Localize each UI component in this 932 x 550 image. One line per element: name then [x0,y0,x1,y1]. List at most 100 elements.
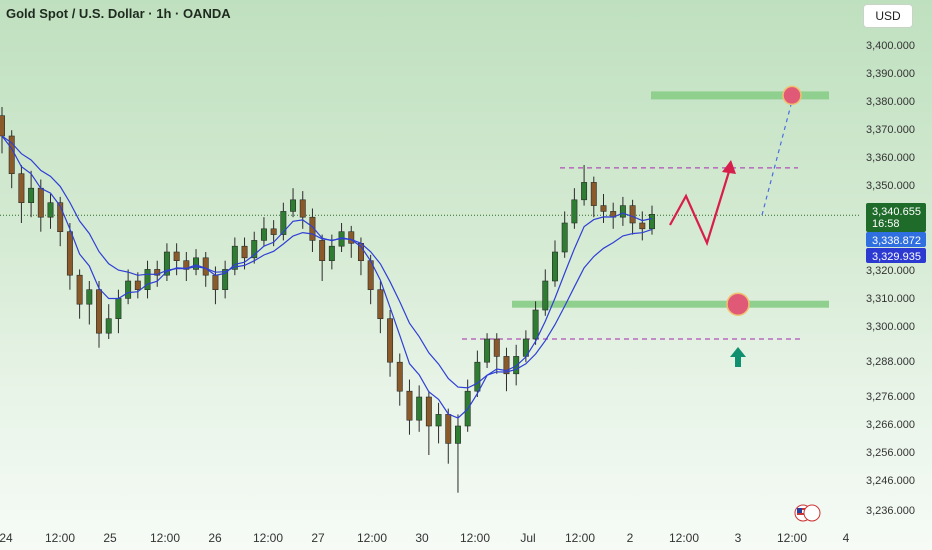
candle-body [37,187,44,218]
candle [309,208,316,252]
candle [299,191,306,229]
candle-body [474,361,481,392]
candle-body [251,240,258,259]
candle-body [425,396,432,427]
candle-body [387,318,394,363]
candle [18,165,25,223]
y-axis-tick-label: 3,266.000 [866,419,915,431]
target-zone [651,91,829,100]
candle [125,269,132,305]
candle-body [280,211,287,235]
candle-body [154,269,161,276]
support-circle [726,292,750,316]
x-axis-tick-label: 12:00 [460,531,490,545]
projection-dashed-line [761,96,794,216]
candle [387,310,394,377]
ma-fast-tag-bg [866,232,926,247]
candle [0,107,5,154]
candle-body [532,309,539,340]
candle [377,281,384,334]
x-axis-tick-label: Jul [520,531,535,545]
candle [396,353,403,406]
candle-body [105,318,112,334]
candle-body [639,222,646,230]
support-zone [512,300,829,308]
y-axis-tick-label: 3,310.000 [866,293,915,305]
target-circle [782,85,802,106]
candle [134,272,141,299]
candle-body [202,257,209,276]
last-price-tag-text: 3,340.655 [872,206,921,218]
candle-body [581,182,588,201]
candle [367,254,374,305]
candle [260,217,267,247]
candle [66,223,73,290]
candle [28,170,35,218]
candle [231,237,238,276]
chart-title: Gold Spot / U.S. Dollar · 1h · OANDA [6,6,231,21]
projected-path [669,164,733,247]
last-price-tag-text: 16:58 [872,218,900,230]
candle-body [8,135,15,175]
y-axis-tick-label: 3,320.000 [866,265,915,277]
candle [105,304,112,339]
candle [319,234,326,281]
candle-body [66,231,73,276]
candle [513,344,520,386]
candle-body [416,396,423,421]
ma-slow-tag: 3,329.935 [866,248,926,263]
y-axis-tick-label: 3,288.000 [866,356,915,368]
candle [552,240,558,287]
candle [202,252,209,287]
candle-body [348,231,355,244]
candle-body [193,257,199,270]
candle-body [76,274,83,305]
candle [435,402,442,444]
ma-fast-tag-text: 3,338.872 [872,235,921,247]
candle [115,289,122,334]
candle [629,199,636,235]
candle-body [183,260,190,270]
candle [590,176,597,218]
up-arrow-icon [730,347,746,367]
us-flag-icon-stripe [797,513,809,515]
candle [600,194,607,223]
candle [280,202,287,241]
candle [251,231,258,264]
candle [484,333,491,368]
candle-body [328,245,335,261]
candle-body [649,214,655,230]
candle [542,269,549,316]
candle-body [396,361,403,392]
candle-body [309,216,316,241]
x-axis-tick-label: 27 [311,531,325,545]
candle [241,237,248,270]
x-axis-tick-label: 3 [735,531,742,545]
candle-body [552,251,558,282]
currency-button[interactable]: USD [863,4,913,28]
candle-body [590,182,597,206]
candle-body [222,269,229,290]
x-axis-tick-label: 4 [843,531,850,545]
candle [416,385,423,432]
candle [8,130,15,189]
x-axis-tick-label: 26 [208,531,222,545]
candle-body [445,414,452,444]
candle-body [18,173,25,203]
candle-body [134,280,141,290]
candle-body [600,205,607,212]
candle [163,243,170,281]
candle-body [96,289,102,334]
ma-slow-tag-bg [866,248,926,263]
candle [86,281,93,325]
candle [532,301,539,345]
candle [76,269,83,319]
x-axis-tick-label: 12:00 [357,531,387,545]
candle-body [542,280,549,311]
candle-body [241,245,248,259]
candle [222,260,229,299]
us-flag-icon [794,504,821,522]
candle-body [299,199,306,218]
